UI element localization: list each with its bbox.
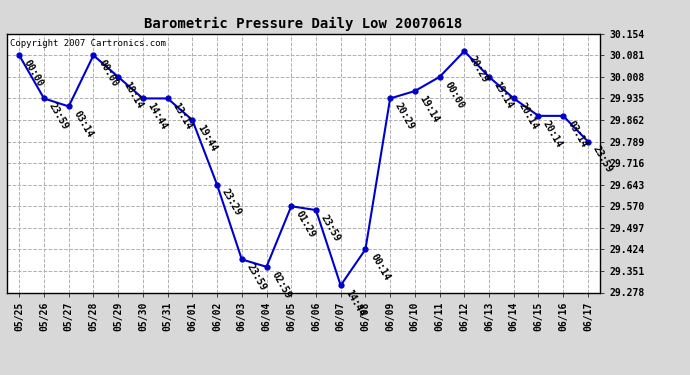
Text: 01:29: 01:29 <box>294 209 317 240</box>
Text: 23:59: 23:59 <box>591 144 614 175</box>
Text: 20:14: 20:14 <box>517 101 540 132</box>
Text: 23:59: 23:59 <box>244 262 268 292</box>
Title: Barometric Pressure Daily Low 20070618: Barometric Pressure Daily Low 20070618 <box>144 17 463 31</box>
Text: 19:44: 19:44 <box>195 123 219 153</box>
Text: 03:14: 03:14 <box>566 118 589 149</box>
Text: 13:14: 13:14 <box>170 101 194 132</box>
Text: 14:44: 14:44 <box>146 101 169 132</box>
Text: 19:14: 19:14 <box>417 94 441 124</box>
Text: 14:44: 14:44 <box>344 288 367 319</box>
Text: 23:59: 23:59 <box>319 213 342 243</box>
Text: 03:14: 03:14 <box>72 109 95 140</box>
Text: 23:59: 23:59 <box>47 101 70 132</box>
Text: 00:00: 00:00 <box>22 58 46 88</box>
Text: 00:00: 00:00 <box>442 80 466 110</box>
Text: 02:59: 02:59 <box>269 270 293 300</box>
Text: 20:29: 20:29 <box>393 101 416 132</box>
Text: 19:14: 19:14 <box>492 80 515 110</box>
Text: 18:14: 18:14 <box>121 80 144 110</box>
Text: Copyright 2007 Cartronics.com: Copyright 2007 Cartronics.com <box>10 39 166 48</box>
Text: 23:29: 23:29 <box>220 188 243 218</box>
Text: 20:29: 20:29 <box>467 54 491 84</box>
Text: 00:00: 00:00 <box>96 58 119 88</box>
Text: 00:14: 00:14 <box>368 252 391 283</box>
Text: 20:14: 20:14 <box>541 118 564 149</box>
